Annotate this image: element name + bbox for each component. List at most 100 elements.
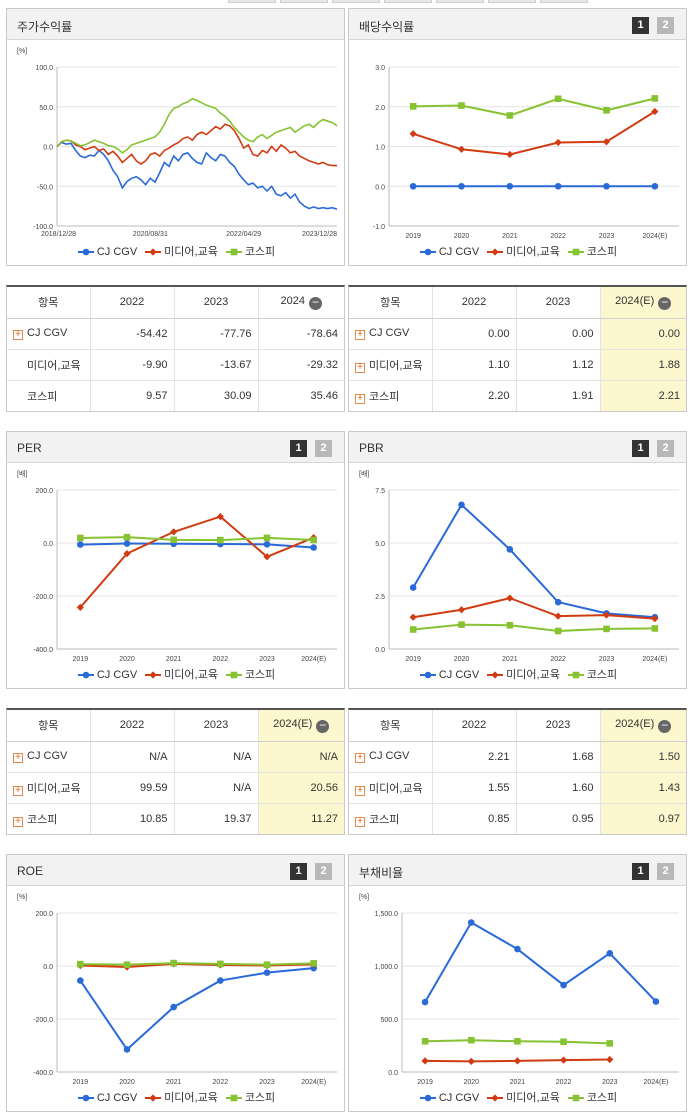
legend-item[interactable]: CJ CGV <box>419 669 480 681</box>
row-label: CJ CGV <box>369 750 410 762</box>
stock-return-panel: 주가수익률 [%] 100.0 50.0 0.0 -50.0 -100.0 2018/12/… <box>6 8 345 266</box>
expand-plus-icon[interactable]: + <box>13 816 23 827</box>
expand-plus-icon[interactable]: + <box>13 753 23 763</box>
chart-legend: CJ CGV 미디어,교육 코스피 <box>7 243 346 259</box>
collapse-minus-icon[interactable]: − <box>316 719 330 733</box>
legend-swatch <box>567 248 584 256</box>
view-1-button[interactable]: 1 <box>632 863 649 880</box>
view-2-button[interactable]: 2 <box>657 440 674 457</box>
expand-plus-icon[interactable]: + <box>355 816 365 827</box>
legend-label: 미디어,교육 <box>506 669 560 681</box>
legend-item[interactable]: 코스피 <box>567 666 617 682</box>
square-marker <box>230 1094 238 1102</box>
view-2-button[interactable]: 2 <box>657 863 674 880</box>
diamond-marker <box>559 1056 568 1064</box>
col-header: 2022 <box>89 287 174 319</box>
circle-marker <box>560 981 567 989</box>
collapse-minus-icon[interactable]: − <box>658 296 672 310</box>
row-label: 코스피 <box>369 390 400 403</box>
legend-item[interactable]: 코스피 <box>567 243 617 259</box>
legend-item[interactable]: CJ CGV <box>419 246 479 258</box>
view-1-button[interactable]: 1 <box>290 863 307 880</box>
legend-item[interactable]: 미디어,교육 <box>145 243 218 259</box>
col-header: 항목 <box>7 710 90 742</box>
expand-plus-icon[interactable]: + <box>355 362 365 373</box>
x-tick-label: 2024(E) <box>642 233 667 240</box>
series-line-2 <box>56 97 338 154</box>
table-cell: 30.09 <box>173 380 258 411</box>
expand-plus-icon[interactable]: + <box>355 785 365 796</box>
x-tick-label: 2022/04/29 <box>226 231 261 238</box>
table-cell: -29.32 <box>257 349 344 381</box>
panel-title: 배당수익률 <box>359 20 415 34</box>
x-tick-label: 2020 <box>454 656 470 663</box>
view-2-button[interactable]: 2 <box>657 17 674 34</box>
legend-swatch <box>225 1094 242 1102</box>
legend-item[interactable]: 미디어,교육 <box>145 1089 218 1105</box>
panel-title: ROE <box>17 864 44 878</box>
legend-label: CJ CGV <box>438 669 480 681</box>
panel-title: 주가수익률 <box>17 20 73 34</box>
legend-item[interactable]: 코스피 <box>225 243 275 259</box>
table-cell: 0.00 <box>431 318 516 350</box>
square-marker <box>467 1036 475 1044</box>
legend-item[interactable]: CJ CGV <box>77 246 137 258</box>
expand-plus-icon[interactable]: + <box>13 785 23 796</box>
circle-marker <box>606 949 614 957</box>
y-tick-label: 1,500.0 <box>375 911 398 918</box>
x-tick-label: 2018/12/28 <box>41 231 76 238</box>
view-2-button[interactable]: 2 <box>315 440 332 457</box>
series-2 <box>409 621 659 635</box>
square-marker <box>603 625 610 633</box>
y-tick-label: 1,000.0 <box>375 964 398 971</box>
view-2-button[interactable]: 2 <box>315 863 332 880</box>
legend-item[interactable]: 미디어,교육 <box>145 666 218 682</box>
legend-item[interactable]: 코스피 <box>567 1089 617 1105</box>
roe-chart: [%] 200.0 0.0 -200.0 -400.0 2019 2020 2021 2022 2… <box>17 894 337 1086</box>
circle-marker <box>310 544 317 551</box>
x-tick-label: 2023 <box>259 1079 275 1086</box>
collapse-minus-icon[interactable]: − <box>658 719 672 733</box>
x-tick-label: 2019 <box>73 656 89 663</box>
table-cell: 2.21 <box>431 741 516 773</box>
x-tick-label: 2020 <box>463 1079 479 1086</box>
circle-marker <box>458 182 465 190</box>
table-cell: 1.91 <box>515 380 600 411</box>
legend-item[interactable]: 미디어,교육 <box>487 243 560 259</box>
legend-swatch <box>487 248 504 256</box>
legend-label: CJ CGV <box>438 1092 480 1104</box>
legend-item[interactable]: 코스피 <box>225 1089 275 1105</box>
dividend-panel: 배당수익률 1 2 3.0 2.0 1.0 0.0 -1.0 2019 2020 2021 20… <box>348 8 687 266</box>
legend-item[interactable]: CJ CGV <box>419 1092 480 1104</box>
legend-item[interactable]: 미디어,교육 <box>487 666 560 682</box>
legend-swatch <box>419 1094 436 1102</box>
expand-plus-icon[interactable]: + <box>355 393 365 404</box>
square-marker <box>421 1037 429 1045</box>
view-1-button[interactable]: 1 <box>290 440 307 457</box>
collapse-minus-icon[interactable]: − <box>308 296 322 310</box>
series-line <box>412 110 656 156</box>
legend-item[interactable]: CJ CGV <box>77 1092 137 1104</box>
legend-item[interactable]: 코스피 <box>225 666 275 682</box>
expand-plus-icon[interactable]: + <box>13 330 23 340</box>
view-1-button[interactable]: 1 <box>632 17 649 34</box>
table-cell: N/A <box>173 772 258 804</box>
expand-plus-icon[interactable]: + <box>355 753 365 763</box>
series-1 <box>409 107 659 159</box>
square-marker <box>217 536 224 544</box>
legend-item[interactable]: CJ CGV <box>77 669 137 681</box>
legend-item[interactable]: 미디어,교육 <box>487 1089 560 1105</box>
x-tick-label: 2021 <box>166 1079 182 1086</box>
expand-plus-icon[interactable]: + <box>355 330 365 340</box>
series-2 <box>421 1036 614 1047</box>
view-1-button[interactable]: 1 <box>632 440 649 457</box>
circle-marker <box>554 182 562 190</box>
col-header: 2024(E) − <box>599 287 686 319</box>
panel-title: 부채비율 <box>359 866 404 880</box>
square-marker <box>77 960 84 968</box>
y-tick-label: 2.0 <box>375 105 385 112</box>
x-tick-label: 2020 <box>454 233 470 240</box>
circle-marker <box>514 945 521 953</box>
table-cell: 0.00 <box>515 318 600 350</box>
